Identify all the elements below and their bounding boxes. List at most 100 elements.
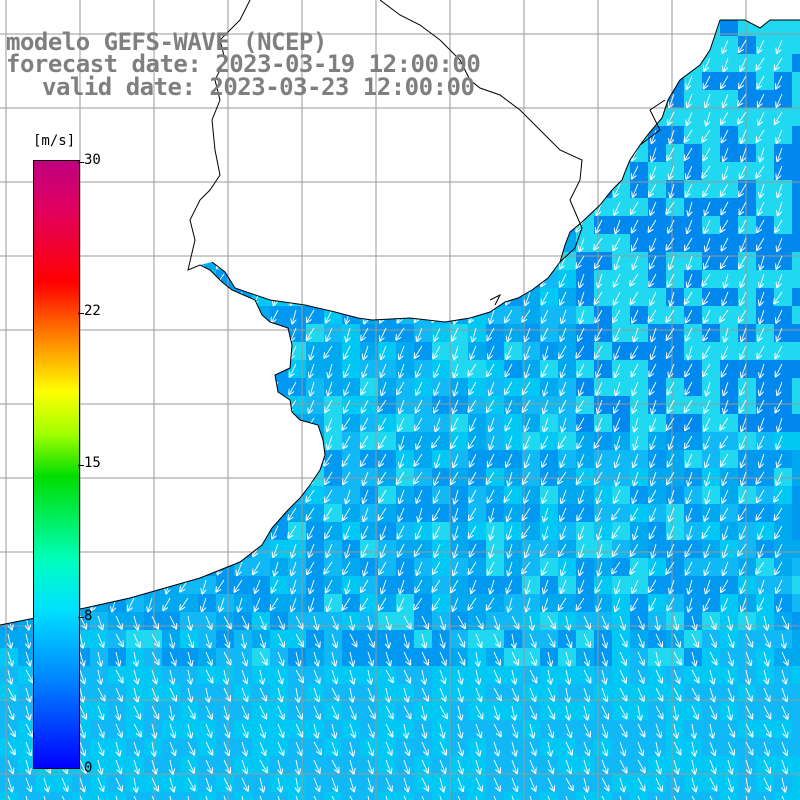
- sea-cell: [450, 576, 468, 594]
- wind-arrow: [254, 507, 261, 520]
- sea-cell: [720, 144, 738, 162]
- wind-arrow: [774, 291, 783, 303]
- sea-cell: [270, 234, 288, 252]
- sea-cell: [108, 306, 126, 324]
- sea-cell: [468, 774, 486, 792]
- wind-arrow: [111, 489, 117, 503]
- sea-cell: [558, 306, 576, 324]
- wind-arrow: [489, 381, 495, 395]
- wind-arrow: [363, 291, 369, 305]
- sea-cell: [504, 684, 522, 702]
- sea-cell: [378, 756, 396, 774]
- wind-arrow: [777, 39, 783, 53]
- sea-cell: [144, 648, 162, 666]
- sea-cell: [108, 594, 126, 612]
- sea-cell: [270, 216, 288, 234]
- sea-cell: [252, 684, 270, 702]
- sea-cell: [378, 540, 396, 558]
- sea-cell: [648, 720, 666, 738]
- wind-arrow: [344, 381, 351, 395]
- wind-arrow: [631, 39, 639, 52]
- sea-cell: [702, 630, 720, 648]
- sea-cell: [612, 738, 630, 756]
- sea-cell: [396, 234, 414, 252]
- sea-cell: [414, 126, 432, 144]
- sea-cell: [540, 180, 558, 198]
- wind-arrow: [126, 165, 135, 177]
- wind-arrow: [649, 57, 657, 70]
- sea-cell: [270, 414, 288, 432]
- wind-arrow: [92, 399, 99, 413]
- sea-cell: [720, 540, 738, 558]
- sea-cell: [0, 684, 18, 702]
- wind-arrow: [703, 363, 711, 376]
- wind-arrow: [580, 291, 585, 305]
- sea-cell: [756, 180, 774, 198]
- sea-cell: [126, 738, 144, 756]
- wind-arrow: [688, 345, 693, 359]
- sea-cell: [396, 144, 414, 162]
- wind-arrow: [182, 489, 189, 503]
- wind-arrow: [256, 345, 260, 360]
- sea-cell: [522, 216, 540, 234]
- sea-cell: [522, 378, 540, 396]
- wind-arrow: [56, 111, 63, 125]
- wind-arrow: [129, 345, 135, 359]
- wind-arrow: [435, 183, 441, 197]
- wind-arrow: [1, 543, 9, 556]
- sea-cell: [144, 144, 162, 162]
- sea-cell: [774, 216, 792, 234]
- wind-arrow: [20, 561, 27, 575]
- wind-arrow: [288, 453, 297, 466]
- colorbar-tick-22: 22: [84, 303, 101, 319]
- sea-cell: [702, 288, 720, 306]
- wind-arrow: [235, 417, 243, 430]
- sea-cell: [162, 0, 180, 18]
- sea-cell: [792, 738, 800, 756]
- wind-arrow: [741, 273, 747, 287]
- sea-cell: [234, 342, 252, 360]
- sea-cell: [306, 414, 324, 432]
- wind-arrow: [526, 201, 531, 215]
- sea-cell: [738, 702, 756, 720]
- sea-cell: [252, 198, 270, 216]
- sea-cell: [684, 594, 702, 612]
- wind-arrow: [18, 93, 27, 106]
- wind-arrow: [146, 399, 153, 413]
- sea-cell: [306, 342, 324, 360]
- sea-cell: [162, 720, 180, 738]
- sea-cell: [180, 450, 198, 468]
- sea-cell: [486, 72, 504, 90]
- wind-arrow: [307, 453, 315, 466]
- sea-cell: [162, 414, 180, 432]
- sea-cell: [198, 252, 216, 270]
- sea-cell: [306, 666, 324, 684]
- wind-arrow: [146, 165, 153, 178]
- sea-cell: [720, 504, 738, 522]
- sea-cell: [594, 396, 612, 414]
- sea-cell: [378, 774, 396, 792]
- sea-cell: [270, 180, 288, 198]
- wind-arrow: [308, 201, 315, 215]
- sea-cell: [180, 288, 198, 306]
- sea-cell: [324, 468, 342, 486]
- sea-cell: [666, 162, 684, 180]
- sea-cell: [774, 270, 792, 288]
- sea-cell: [612, 540, 630, 558]
- wind-arrow: [236, 111, 243, 124]
- sea-cell: [414, 576, 432, 594]
- sea-cell: [144, 342, 162, 360]
- sea-cell: [108, 666, 126, 684]
- wind-arrow: [614, 183, 621, 197]
- wind-arrow: [3, 201, 9, 215]
- sea-cell: [702, 342, 720, 360]
- sea-cell: [198, 378, 216, 396]
- wind-arrow: [310, 381, 314, 395]
- sea-cell: [288, 702, 306, 720]
- wind-arrow: [633, 93, 639, 107]
- colorbar-unit: [m/s]: [33, 133, 76, 149]
- sea-cell: [756, 468, 774, 486]
- sea-cell: [738, 216, 756, 234]
- wind-arrow: [308, 111, 315, 125]
- sea-cell: [414, 342, 432, 360]
